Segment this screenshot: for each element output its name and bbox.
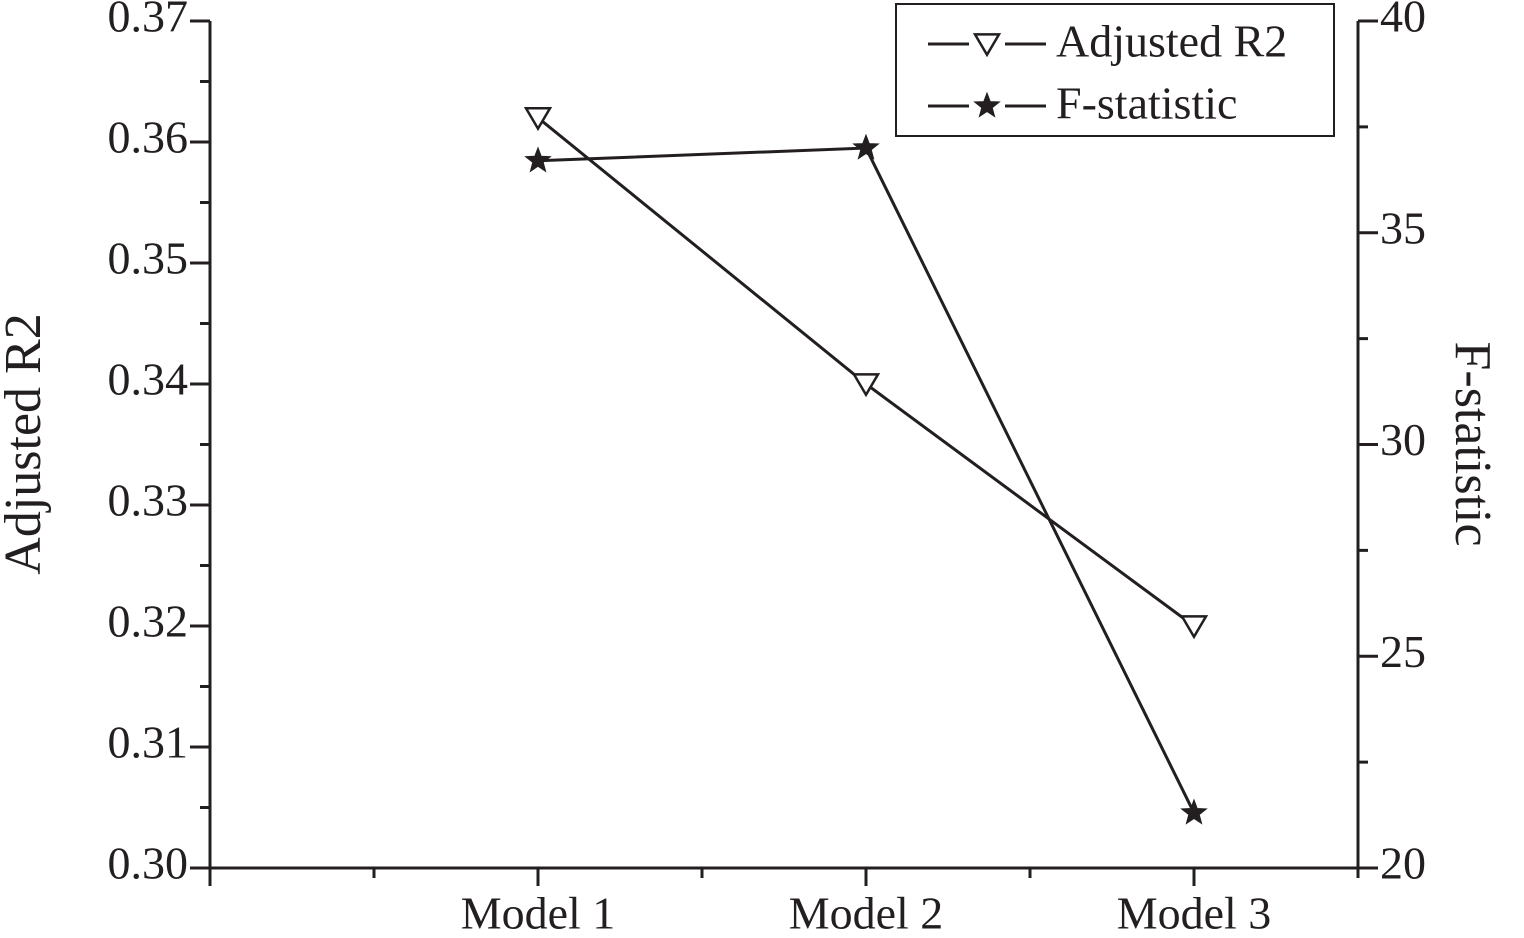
y-tick-label: 0.35 xyxy=(108,233,189,284)
y-tick-label: 0.37 xyxy=(108,0,189,42)
marker xyxy=(1180,798,1208,825)
legend-label: Adjusted R2 xyxy=(1056,16,1287,67)
x-tick-label: Model 3 xyxy=(1117,888,1272,938)
marker xyxy=(973,91,1001,118)
y-tick-label: 0.34 xyxy=(108,354,189,405)
legend-box xyxy=(895,3,1335,137)
y2-tick-label: 30 xyxy=(1380,414,1426,465)
y2-tick-label: 40 xyxy=(1380,0,1426,42)
x-tick-label: Model 2 xyxy=(789,888,944,938)
y-tick-label: 0.30 xyxy=(108,838,189,889)
legend-label: F-statistic xyxy=(1056,78,1237,129)
marker xyxy=(524,146,552,173)
marker xyxy=(852,133,880,160)
marker xyxy=(851,373,881,398)
y-tick-label: 0.33 xyxy=(108,475,189,526)
line xyxy=(537,146,1196,814)
marker xyxy=(523,106,553,132)
y-tick-label: 0.32 xyxy=(108,596,189,647)
marker xyxy=(1179,615,1209,640)
y-axis-title: Adjusted R2 xyxy=(0,313,52,574)
y2-tick-label: 25 xyxy=(1380,626,1426,677)
y-tick-label: 0.31 xyxy=(108,717,189,768)
y2-tick-label: 20 xyxy=(1380,838,1426,889)
x-tick-label: Model 1 xyxy=(461,888,616,938)
y-tick-label: 0.36 xyxy=(108,112,189,163)
line xyxy=(537,116,1195,628)
marker xyxy=(972,33,1002,58)
y2-axis-title: F-statistic xyxy=(1444,341,1501,546)
y2-tick-label: 35 xyxy=(1380,202,1426,253)
